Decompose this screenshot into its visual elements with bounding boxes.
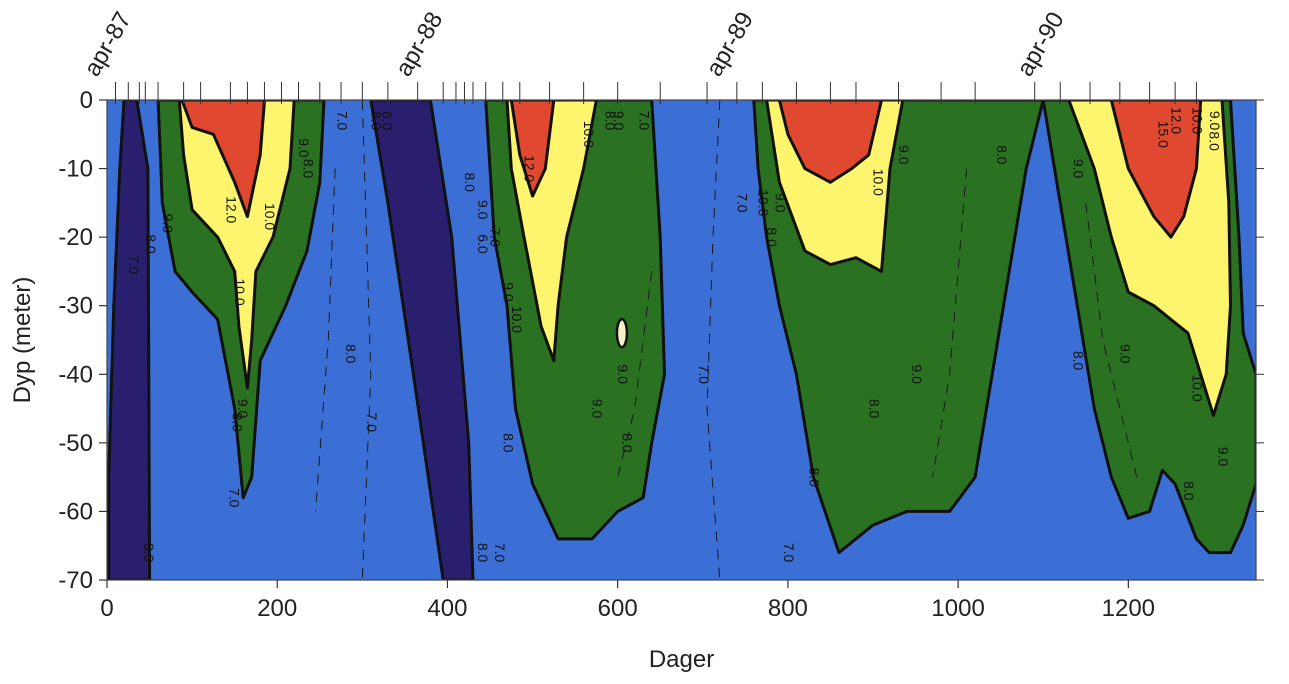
top-date-label: apr-89 — [701, 7, 759, 81]
contour-label: 9.0 — [160, 214, 176, 234]
contour-label: 10.0 — [871, 169, 887, 196]
contour-label: 7.0 — [492, 543, 508, 563]
contour-label: 8.0 — [619, 433, 635, 453]
plot-frame — [106, 99, 1257, 581]
contour-label: 8.0 — [807, 467, 823, 487]
contour-label: 8.0 — [300, 159, 316, 179]
contour-label: 10.0 — [232, 278, 248, 305]
y-tick-label: -40 — [58, 361, 93, 388]
contour-label: 12.0 — [1168, 107, 1184, 134]
contour-label: 9.0 — [235, 399, 251, 419]
dashed-isoline-1 — [315, 168, 336, 512]
contour-label: 7.0 — [334, 111, 350, 131]
y-tick-label: -50 — [58, 430, 93, 457]
x-tick-label: 0 — [100, 595, 113, 622]
plot-area: 12.0 10.09.08.09.08.07.010.09.08.07.08.07… — [107, 100, 1256, 580]
contour-region-13 — [1109, 100, 1203, 239]
contour-region-1 — [369, 100, 475, 580]
contour-label: 8.0 — [143, 234, 159, 254]
contour-label: 9.0 — [1071, 159, 1087, 179]
contour-label: 10.0 — [756, 189, 772, 216]
contour-label: 8.0 — [994, 145, 1010, 165]
x-tick-label: 1200 — [1102, 595, 1155, 622]
contour-label: 7.0 — [226, 488, 242, 508]
contour-label: 9.0 — [1215, 447, 1231, 467]
contour-label: 9.0 — [475, 200, 491, 220]
x-tick-label: 800 — [768, 595, 808, 622]
y-tick-label: -30 — [58, 293, 93, 320]
contour-label: 8.0 — [368, 111, 384, 131]
contour-label: 6.0 — [379, 111, 395, 131]
x-tick-label: 600 — [598, 595, 638, 622]
contour-region-10 — [777, 100, 883, 184]
contour-label: 10.0 — [262, 203, 278, 230]
contour-label: 8.0 — [1181, 481, 1197, 501]
contour-label: 9.0 — [296, 138, 312, 158]
contour-label: 8.0 — [866, 399, 882, 419]
contour-label: 7.0 — [781, 543, 797, 563]
contour-label: 8.0 — [343, 344, 359, 364]
contour-label: 7.0 — [696, 365, 712, 385]
top-date-label: apr-88 — [390, 7, 448, 81]
contour-label: 9.0 — [909, 365, 925, 385]
contour-label: 7.0 — [636, 111, 652, 131]
contour-label: 7.0 — [734, 193, 750, 213]
contour-label: 9.0 — [611, 111, 627, 131]
contour-label: 9.0 — [615, 365, 631, 385]
contour-label: 9.0 — [1117, 344, 1133, 364]
contour-label: 8.0 — [602, 111, 618, 131]
contour-region-7 — [509, 100, 556, 198]
contour-region-0 — [107, 100, 152, 580]
contour-label: 12.0 — [522, 155, 538, 182]
x-tick-label: 1000 — [931, 595, 984, 622]
contour-label: 8.0 — [1207, 131, 1223, 151]
dashed-isoline-2 — [706, 100, 721, 580]
contour-label: 9.0 — [590, 399, 606, 419]
contour-label: 10.0 — [581, 121, 597, 148]
y-tick-label: -70 — [58, 567, 93, 594]
y-tick-label: 0 — [80, 87, 93, 114]
contour-label: 8.0 — [462, 173, 478, 193]
x-axis-label: Dager — [649, 646, 714, 673]
dashed-isoline-3 — [932, 168, 968, 478]
contour-label: 8.0 — [475, 543, 491, 563]
contour-label: 8.0 — [230, 413, 246, 433]
contour-label: 9.0 — [500, 282, 516, 302]
contour-label: 10.0 — [1190, 107, 1206, 134]
dashed-isoline-0 — [361, 100, 372, 580]
dashed-isoline-5 — [617, 271, 653, 478]
y-tick-label: -60 — [58, 498, 93, 525]
contour-label: 7.0 — [488, 227, 504, 247]
contour-label: 8.0 — [764, 227, 780, 247]
x-tick-label: 400 — [427, 595, 467, 622]
contour-label: 7.0 — [126, 255, 142, 275]
contour-label: 12.0 — [224, 196, 240, 223]
contour-region-3 — [177, 100, 296, 390]
x-tick-label: 200 — [257, 595, 297, 622]
contour-label: 15.0 — [1156, 121, 1172, 148]
contour-label: 9.0 — [773, 193, 789, 213]
y-axis-label: Dyp (meter) — [9, 277, 36, 404]
contour-label: 6.0 — [475, 234, 491, 254]
isolated-contour — [615, 317, 629, 349]
contour-label: 8.0 — [500, 433, 516, 453]
y-tick-label: -20 — [58, 224, 93, 251]
contour-label: 9.0 — [1207, 111, 1223, 131]
top-date-label: apr-87 — [79, 7, 137, 81]
top-date-label: apr-90 — [1012, 7, 1070, 81]
contour-label: 9.0 — [896, 145, 912, 165]
contour-label: 10.0 — [509, 306, 525, 333]
contour-label: 8.0 — [1071, 351, 1087, 371]
y-tick-label: -10 — [58, 156, 93, 183]
contour-label: 10.0 — [1190, 374, 1206, 401]
contour-label: 7.0 — [364, 413, 380, 433]
contour-label: 8.0 — [141, 543, 157, 563]
contour-region-4 — [180, 100, 266, 219]
